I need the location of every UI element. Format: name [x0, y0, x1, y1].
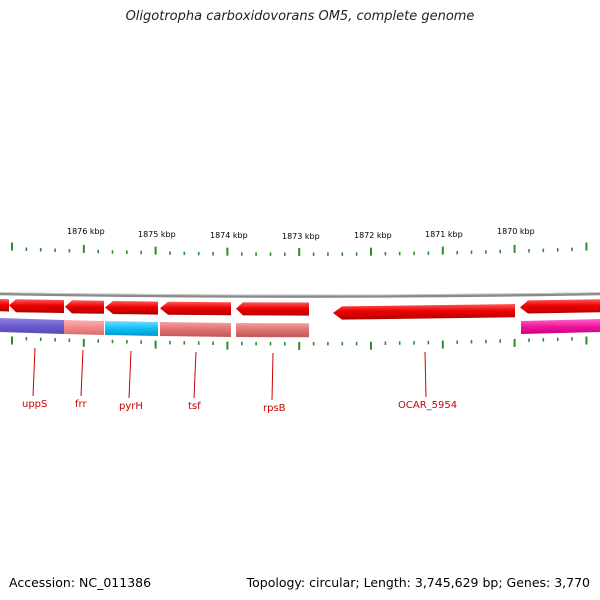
gene-label-frr: frr	[75, 399, 87, 410]
leader-OCAR-5954	[424, 351, 427, 398]
gene-arrow-frr	[65, 300, 104, 314]
gene-arrow-pyrH	[105, 301, 158, 315]
gene-label-tsf: tsf	[188, 401, 201, 412]
gene-arrow-uppS	[9, 299, 64, 313]
kbp-labels: 1876 kbp 1875 kbp 1874 kbp 1873 kbp 1872…	[67, 227, 535, 241]
kbp-label-1873: 1873 kbp	[282, 232, 320, 241]
cog-bar-cyan	[105, 321, 158, 336]
genome-backbone-highlight	[0, 292, 600, 296]
accession-text: Accession: NC_011386	[9, 575, 152, 590]
genome-backbone	[0, 292, 600, 298]
gene-arrow-tsf	[160, 301, 231, 316]
gene-arrow-OCAR-5954	[333, 304, 515, 320]
leader-frr	[80, 349, 84, 397]
gene-label-OCAR-5954: OCAR_5954	[398, 400, 457, 411]
ruler-ticks-top	[11, 242, 588, 256]
cog-bar-rose-2	[236, 323, 309, 338]
cog-bar-rose-1	[160, 322, 231, 337]
gene-label-leaders	[32, 347, 427, 401]
cog-bars	[0, 318, 600, 338]
kbp-label-1871: 1871 kbp	[425, 230, 463, 239]
kbp-label-1875: 1875 kbp	[138, 230, 176, 239]
map-title: Oligotropha carboxidovorans OM5, complet…	[125, 9, 475, 24]
kbp-label-1874: 1874 kbp	[210, 231, 248, 240]
topology-summary-text: Topology: circular; Length: 3,745,629 bp…	[246, 575, 590, 590]
leader-uppS	[32, 347, 36, 397]
gene-arrow-rpsB	[236, 302, 309, 316]
gene-arrow-partial-right	[520, 299, 600, 314]
cog-bar-salmon	[64, 320, 104, 335]
cog-bar-purple	[0, 318, 64, 334]
kbp-label-1876: 1876 kbp	[67, 227, 105, 236]
gene-arrow-partial-left	[0, 299, 9, 312]
kbp-label-1870: 1870 kbp	[497, 227, 535, 236]
gene-arrows	[0, 299, 600, 320]
kbp-label-1872: 1872 kbp	[354, 231, 392, 240]
leader-pyrH	[128, 350, 132, 399]
leader-rpsB	[271, 352, 274, 401]
cog-bar-magenta	[521, 319, 600, 334]
gene-labels: uppS frr pyrH tsf rpsB OCAR_5954	[22, 399, 457, 414]
gene-label-pyrH: pyrH	[119, 401, 143, 412]
gene-label-rpsB: rpsB	[263, 403, 286, 414]
gene-label-uppS: uppS	[22, 399, 47, 410]
ruler-ticks-bottom	[11, 336, 588, 350]
leader-tsf	[193, 351, 197, 399]
